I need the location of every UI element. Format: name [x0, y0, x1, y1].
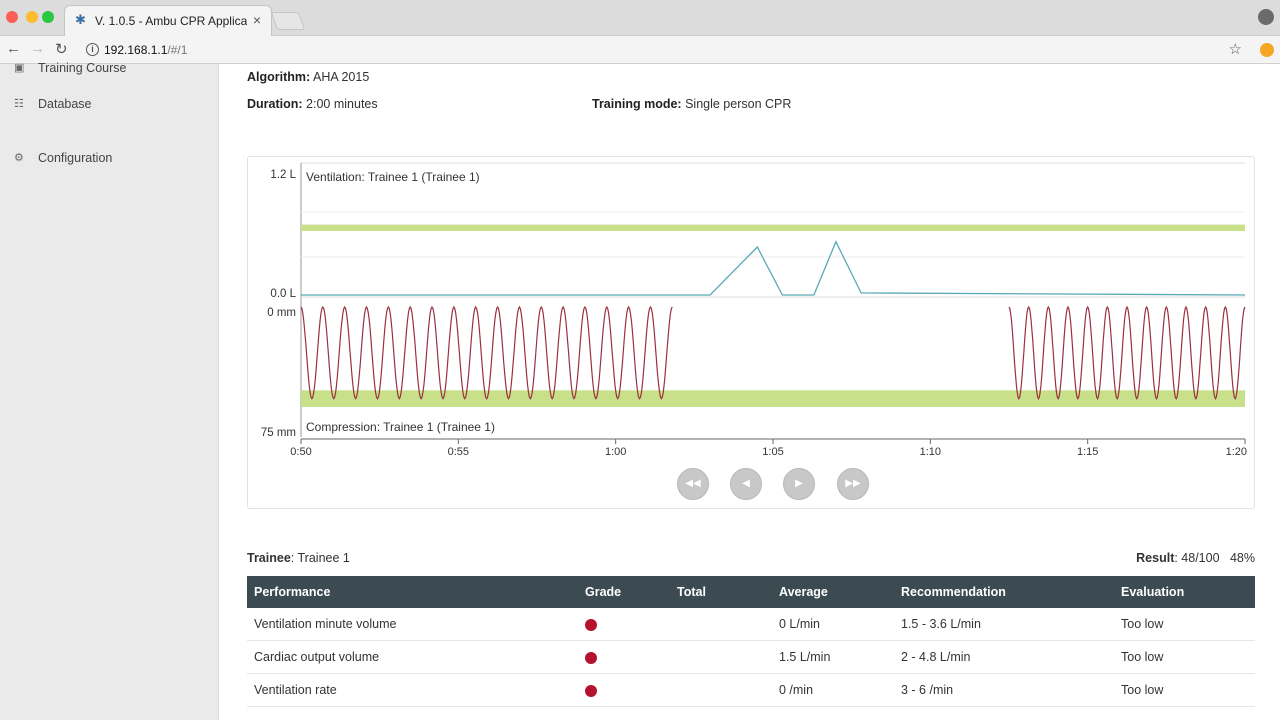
cell-performance: Ventilation rate [254, 683, 337, 697]
new-tab-button[interactable] [270, 12, 306, 30]
chart-svg: Ventilation: Trainee 1 (Trainee 1) 1.2 L 0… [261, 162, 1247, 457]
x-tick-label: 1:15 [1077, 446, 1098, 457]
fast-forward-icon: ▶▶ [845, 478, 861, 489]
y-tick-label: 1.2 L [270, 169, 296, 181]
play-button[interactable]: ▶ [783, 468, 815, 500]
cell-average: 1.5 L/min [779, 650, 831, 664]
header-total: Total [677, 585, 706, 599]
y-tick-label: 75 mm [261, 427, 296, 439]
compression-target-band [301, 390, 1245, 407]
url-text: 192.168.1.1/#/1 [104, 43, 188, 57]
y-tick-label: 0 mm [267, 307, 296, 319]
duration-info: Duration: 2:00 minutes [247, 97, 378, 111]
cell-average: 0 L/min [779, 617, 820, 631]
browser-toolbar: ← → ↻ i 192.168.1.1/#/1 ☆ [0, 36, 1280, 64]
x-tick-label: 0:50 [290, 446, 311, 457]
performance-table: Performance Grade Total Average Recommen… [247, 576, 1255, 707]
cell-recommendation: 1.5 - 3.6 L/min [901, 617, 981, 631]
sidebar-item-configuration[interactable]: ⚙ Configuration [14, 151, 112, 165]
cell-evaluation: Too low [1121, 683, 1164, 697]
table-row: Cardiac output volume 1.5 L/min 2 - 4.8 … [247, 641, 1255, 674]
x-tick-label: 1:00 [605, 446, 626, 457]
training-mode-info: Training mode: Single person CPR [592, 97, 792, 111]
sidebar-item-label: Database [38, 97, 92, 111]
algorithm-info: Algorithm: AHA 2015 [247, 70, 370, 84]
rewind-button[interactable]: ◀◀ [677, 468, 709, 500]
cell-evaluation: Too low [1121, 650, 1164, 664]
app-favicon-icon: ✱ [75, 12, 86, 27]
fast-forward-button[interactable]: ▶▶ [837, 468, 869, 500]
table-header: Performance Grade Total Average Recommen… [247, 576, 1255, 608]
y-tick-label: 0.0 L [270, 288, 296, 300]
table-row: Ventilation minute volume 0 L/min 1.5 - … [247, 608, 1255, 641]
ventilation-series-label: Ventilation: Trainee 1 (Trainee 1) [306, 170, 480, 184]
sidebar: ▣ Training Course ☷ Database ⚙ Configura… [0, 61, 219, 720]
step-back-button[interactable]: ◀ [730, 468, 762, 500]
profile-icon[interactable] [1258, 9, 1274, 25]
compression-series-label: Compression: Trainee 1 (Trainee 1) [306, 420, 495, 434]
x-tick-label: 1:05 [762, 446, 783, 457]
x-tick-label: 1:20 [1226, 446, 1247, 457]
ventilation-target-band [301, 224, 1245, 231]
main-content: Algorithm: AHA 2015 Duration: 2:00 minut… [220, 64, 1280, 720]
cell-recommendation: 2 - 4.8 L/min [901, 650, 971, 664]
minimize-window-button[interactable] [26, 11, 38, 23]
x-tick-label: 0:55 [448, 446, 469, 457]
sidebar-item-database[interactable]: ☷ Database [14, 97, 92, 111]
header-grade: Grade [585, 585, 622, 599]
cell-performance: Ventilation minute volume [254, 617, 397, 631]
cpr-chart: Ventilation: Trainee 1 (Trainee 1) 1.2 L 0… [247, 156, 1255, 509]
grade-indicator [585, 619, 597, 631]
header-performance: Performance [254, 585, 331, 599]
cell-evaluation: Too low [1121, 617, 1164, 631]
result-info: Result: 48/100 48% [1136, 551, 1255, 565]
header-average: Average [779, 585, 828, 599]
maximize-window-button[interactable] [42, 11, 54, 23]
database-icon: ☷ [14, 98, 24, 110]
forward-icon[interactable]: → [30, 40, 45, 57]
reload-icon[interactable]: ↻ [55, 41, 68, 58]
trainee-info: Trainee: Trainee 1 [247, 551, 350, 565]
tab-close-icon[interactable]: × [252, 12, 261, 28]
grade-indicator [585, 652, 597, 664]
sidebar-item-label: Training Course [38, 61, 127, 75]
tab-title: V. 1.0.5 - Ambu CPR Application [95, 14, 247, 28]
browser-tab[interactable]: ✱ V. 1.0.5 - Ambu CPR Application × [64, 5, 272, 36]
table-row: Ventilation rate 0 /min 3 - 6 /min Too l… [247, 674, 1255, 707]
cell-performance: Cardiac output volume [254, 650, 380, 664]
gears-icon: ⚙ [14, 152, 24, 164]
play-icon: ▶ [795, 478, 803, 489]
browser-tab-bar: ✱ V. 1.0.5 - Ambu CPR Application × [0, 0, 1280, 36]
rewind-icon: ◀◀ [685, 478, 701, 489]
sidebar-item-training-course[interactable]: ▣ Training Course [14, 61, 126, 75]
cell-average: 0 /min [779, 683, 814, 697]
close-window-button[interactable] [6, 11, 18, 23]
compression-series-line [300, 305, 673, 400]
cell-recommendation: 3 - 6 /min [901, 683, 954, 697]
header-recommendation: Recommendation [901, 585, 1006, 599]
ventilation-series-line [301, 240, 1246, 296]
x-tick-label: 1:10 [920, 446, 941, 457]
header-evaluation: Evaluation [1121, 585, 1185, 599]
extension-icon[interactable] [1260, 43, 1274, 57]
sidebar-item-label: Configuration [38, 151, 113, 165]
address-bar[interactable]: i 192.168.1.1/#/1 ☆ [80, 39, 1250, 61]
step-back-icon: ◀ [742, 478, 750, 489]
bookmark-star-icon[interactable]: ☆ [1228, 41, 1242, 58]
training-icon: ▣ [14, 62, 25, 74]
compression-series-line [1008, 305, 1246, 401]
grade-indicator [585, 685, 597, 697]
back-icon[interactable]: ← [6, 40, 21, 57]
info-icon[interactable]: i [86, 43, 99, 56]
